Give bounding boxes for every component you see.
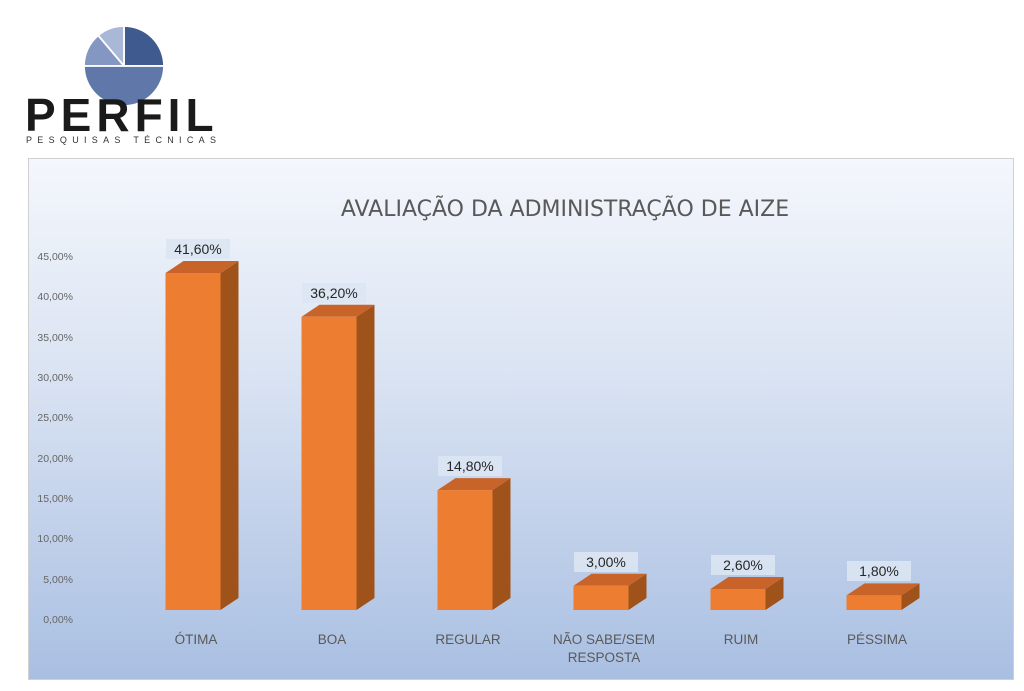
bar [437,478,511,610]
bar [301,304,375,610]
x-tick-label-line: NÃO SABE/SEM [552,632,656,647]
bar-front [437,490,493,610]
y-tick-label: 35,00% [37,331,73,344]
y-tick-label: 10,00% [37,533,73,546]
chart-area: AVALIAÇÃO DA ADMINISTRAÇÃO DE AIZE 0,00%… [28,158,1014,680]
chart-title: AVALIAÇÃO DA ADMINISTRAÇÃO DE AIZE [340,197,790,222]
x-tick-label: RUIM [679,631,803,649]
y-tick-label: 5,00% [43,573,73,586]
logo-tagline: PESQUISAS TÉCNICAS [26,135,222,145]
data-label: 3,00% [574,551,638,572]
x-tick-label: NÃO SABE/SEM RESPOSTA [542,631,666,667]
data-label: 36,20% [302,282,366,303]
data-label: 41,60% [166,239,230,260]
bar-top [710,576,784,589]
bar-front [846,595,902,610]
x-tick-label-line: BOA [317,632,347,647]
y-tick-label: 15,00% [37,493,73,505]
bar [165,261,239,610]
bar [710,576,784,610]
y-tick-label: 20,00% [37,452,73,465]
x-tick-label-line: REGULAR [435,632,501,647]
bar-side [901,583,920,610]
bar-front [710,588,766,610]
pie-logo-icon [84,26,164,106]
x-tick-label: PÉSSIMA [815,631,939,649]
data-label: 14,80% [438,456,502,477]
bar-top [846,583,920,596]
bar-top [573,573,647,586]
bar [846,583,920,610]
bar-side [356,304,375,610]
data-label: 1,80% [847,561,911,582]
data-label: 2,60% [711,554,775,575]
bar-side [765,576,784,610]
bar-side [220,261,239,610]
x-tick-label: ÓTIMA [134,631,258,649]
bar-front [573,585,629,610]
bar-top [301,304,375,317]
bar-top [165,261,239,274]
y-tick-label: 25,00% [37,412,73,425]
bar-top [437,478,511,491]
x-tick-label: BOA [270,631,394,649]
y-tick-label: 30,00% [37,372,73,384]
y-tick-label: 40,00% [37,291,73,304]
y-tick-label: 0,00% [43,614,73,626]
bar-side [492,478,511,610]
x-tick-label-line: RESPOSTA [567,650,641,665]
bar-side [628,573,647,610]
x-tick-label-line: PÉSSIMA [846,632,908,647]
bar [573,573,647,610]
y-tick-label: 45,00% [37,251,73,263]
x-tick-label: REGULAR [406,631,530,649]
bar-chart-plot [165,261,920,610]
x-tick-label-line: ÓTIMA [174,632,218,647]
x-tick-label-line: RUIM [723,632,759,647]
bar-front [301,316,357,610]
logo-name: PERFIL [25,89,219,141]
bar-front [165,273,221,610]
